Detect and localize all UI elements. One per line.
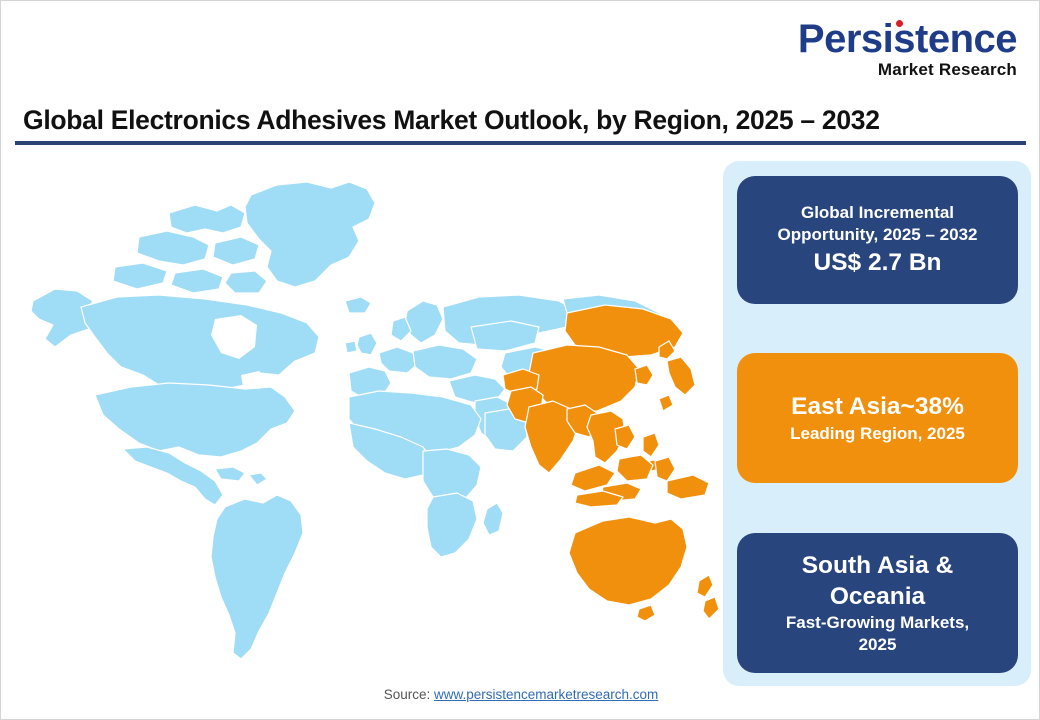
logo-tagline: Market Research: [877, 60, 1017, 79]
incremental-label-line1: Global Incremental: [800, 202, 955, 222]
leading-region-headline: East Asia~38%: [791, 392, 964, 420]
world-map-svg: [30, 181, 719, 660]
fast-growing-caption-line2: 2025: [858, 635, 897, 655]
card-leading-region[interactable]: East Asia~38% Leading Region, 2025: [737, 353, 1018, 483]
fast-growing-headline-line2: Oceania: [829, 582, 926, 610]
map-highlight-asia-pacific: [502, 304, 719, 622]
incremental-label-line2: Opportunity, 2025 – 2032: [777, 224, 978, 244]
title-underline-rule: [15, 141, 1026, 145]
source-prefix: Source:: [383, 687, 434, 702]
page-title: Global Electronics Adhesives Market Outl…: [23, 105, 880, 135]
logo-wordmark: Persistence: [797, 17, 1018, 61]
company-logo: Persistence Market Research: [777, 17, 1018, 79]
fast-growing-headline-line1: South Asia &: [801, 551, 954, 579]
logo-red-dot-icon: [895, 20, 903, 27]
card-fast-growing-markets[interactable]: South Asia & Oceania Fast-Growing Market…: [737, 533, 1018, 673]
map-water-cutouts: [211, 315, 267, 389]
stats-panel: Global Incremental Opportunity, 2025 – 2…: [723, 161, 1031, 686]
incremental-value: US$ 2.7 Bn: [813, 248, 942, 276]
source-url-link[interactable]: www.persistencemarketresearch.com: [433, 687, 659, 702]
fast-growing-caption-line1: Fast-Growing Markets,: [785, 613, 970, 633]
logo-name-text: Persistence: [797, 17, 1018, 61]
world-map: [19, 161, 719, 671]
source-line: Source: www.persistencemarketresearch.co…: [1, 687, 1039, 702]
card-incremental-opportunity[interactable]: Global Incremental Opportunity, 2025 – 2…: [737, 176, 1018, 304]
leading-region-caption: Leading Region, 2025: [790, 424, 965, 444]
